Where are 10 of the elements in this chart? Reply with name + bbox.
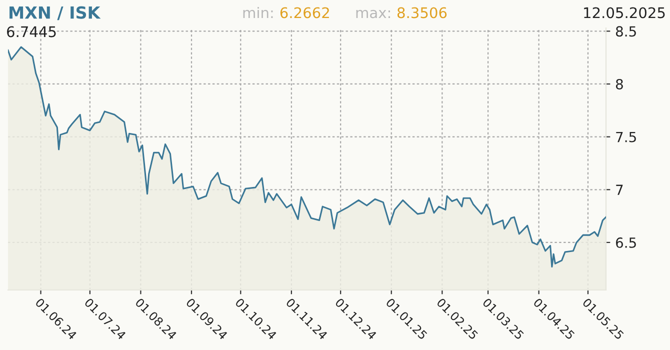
annotation: 6.7445: [7, 26, 56, 38]
text: max: 8.3506: [356, 7, 447, 18]
y-tick-label: 8: [616, 78, 623, 90]
chart-title: MXN / ISK: [10, 6, 101, 20]
y-tick-label: 8.5: [616, 26, 636, 37]
y-tick-label: 7: [616, 184, 623, 195]
text: 12.05.2025: [584, 7, 665, 18]
y-tick-label: 7.5: [616, 132, 636, 142]
text: min: 6.2662: [243, 6, 329, 18]
y-tick-label: 6.5: [616, 237, 636, 248]
